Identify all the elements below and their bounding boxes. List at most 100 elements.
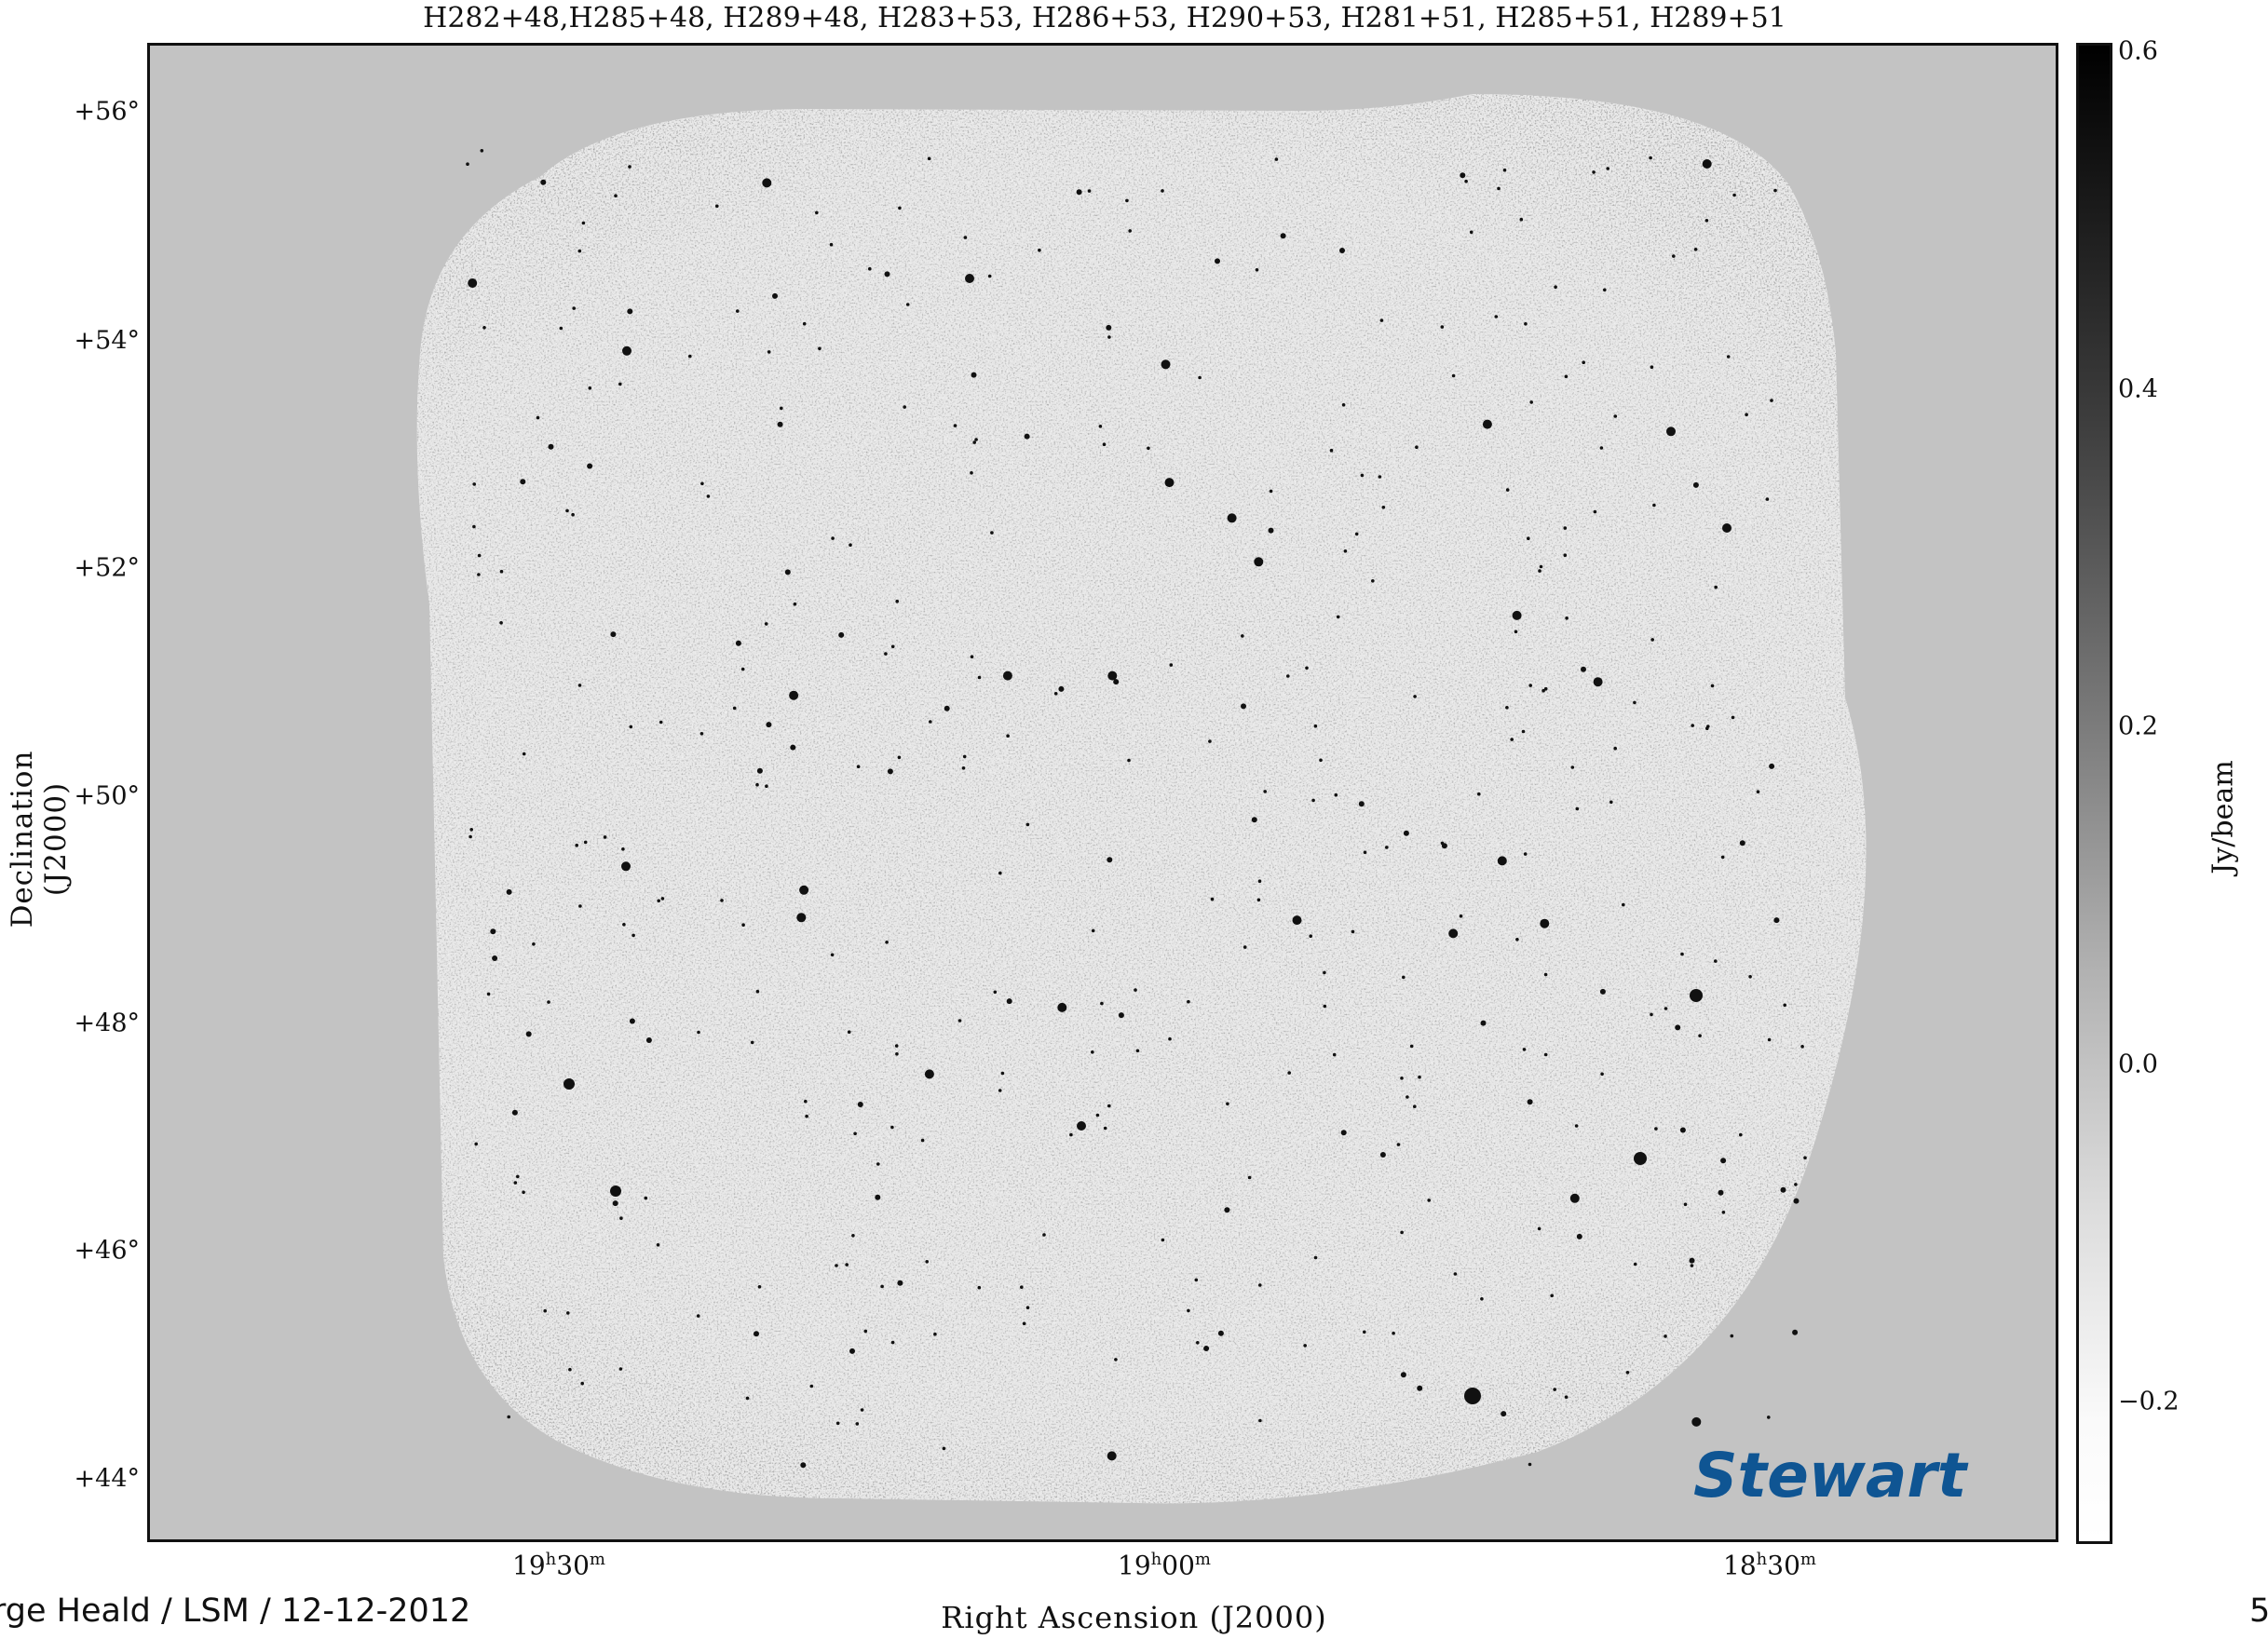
radio-source (1198, 375, 1202, 380)
radio-source (924, 1069, 934, 1079)
radio-source (1226, 1102, 1229, 1106)
radio-source (1413, 1104, 1417, 1108)
radio-source (1497, 186, 1501, 191)
radio-source (1739, 1132, 1743, 1137)
radio-source (1371, 579, 1375, 583)
radio-source (750, 1040, 754, 1045)
radio-source (1528, 684, 1532, 687)
radio-source (559, 326, 564, 331)
radio-source (1683, 1202, 1688, 1207)
radio-source (482, 326, 486, 330)
radio-source (1666, 427, 1676, 437)
radio-source (1280, 233, 1286, 239)
radio-source (540, 179, 547, 185)
radio-source (696, 1314, 700, 1318)
radio-source (953, 424, 957, 427)
radio-source (1563, 526, 1568, 530)
radio-source (1554, 285, 1557, 290)
radio-source (1767, 1416, 1771, 1419)
radio-source (1254, 557, 1264, 567)
radio-source (571, 512, 575, 517)
dec-tick: +54° (74, 326, 140, 356)
radio-source (1460, 172, 1466, 179)
radio-source (492, 955, 498, 961)
radio-source (1128, 229, 1132, 233)
radio-source (1215, 258, 1220, 264)
bright-radio-source (1077, 1121, 1086, 1131)
radio-source (1147, 446, 1150, 451)
radio-source (890, 644, 895, 649)
radio-source (838, 631, 845, 638)
radio-source (898, 206, 902, 210)
radio-source (1161, 359, 1171, 370)
radio-source (957, 1019, 962, 1023)
radio-source (849, 543, 852, 547)
radio-source (1351, 929, 1355, 934)
radio-source (1603, 288, 1607, 292)
radio-source (804, 1099, 808, 1104)
radio-source (480, 149, 484, 153)
radio-source (1319, 758, 1323, 763)
radio-source (1606, 167, 1609, 170)
radio-source (1309, 934, 1312, 938)
radio-source (856, 765, 861, 768)
radio-source (1396, 1143, 1401, 1146)
radio-source (1528, 1462, 1532, 1467)
radio-source (516, 1174, 520, 1179)
radio-source (1654, 1127, 1658, 1131)
radio-source (1770, 399, 1773, 402)
radio-source (1541, 688, 1545, 693)
colorbar (2076, 43, 2112, 1544)
radio-source (849, 1348, 855, 1354)
radio-source (920, 1138, 925, 1143)
radio-source (1570, 765, 1575, 769)
radio-source (942, 1446, 946, 1451)
radio-source (612, 1200, 618, 1207)
radio-source (1524, 322, 1528, 326)
radio-source (1592, 170, 1596, 174)
radio-source (1415, 445, 1419, 450)
radio-source (1006, 998, 1012, 1005)
radio-source (1732, 193, 1736, 197)
radio-source (1792, 1329, 1799, 1335)
radio-source (972, 440, 976, 444)
radio-source (1323, 970, 1326, 975)
radio-source (830, 953, 835, 957)
radio-source (963, 236, 968, 239)
radio-source (1565, 616, 1569, 620)
radio-source (1263, 790, 1267, 793)
radio-source (987, 274, 992, 278)
radio-source (477, 553, 482, 558)
radio-source (876, 1162, 880, 1166)
radio-source (1512, 610, 1522, 620)
radio-source (1091, 1050, 1094, 1054)
radio-source (1543, 1052, 1548, 1057)
radio-source (1100, 1001, 1104, 1006)
radio-source (1107, 335, 1111, 339)
radio-source (513, 1181, 518, 1185)
plot-title: H282+48,H285+48, H289+48, H283+53, H286+… (423, 2, 1786, 34)
radio-source (1363, 1330, 1366, 1334)
radio-source (472, 524, 476, 529)
colorbar-tick: 0.6 (2118, 36, 2158, 66)
radio-source (644, 1196, 648, 1200)
radio-source (1773, 188, 1777, 193)
radio-source (977, 675, 982, 680)
radio-source (1042, 1233, 1046, 1237)
radio-source (618, 1367, 623, 1371)
radio-source (1135, 1049, 1140, 1053)
author-watermark: Stewart (1693, 1440, 1967, 1511)
radio-source (1076, 189, 1082, 196)
radio-source (1576, 1233, 1582, 1239)
radio-source (1702, 159, 1712, 169)
radio-source (1187, 1308, 1190, 1313)
radio-source (1564, 1395, 1569, 1399)
radio-source (1241, 703, 1246, 710)
radio-source (829, 242, 834, 247)
radio-source (1794, 1183, 1798, 1186)
radio-source (715, 204, 719, 209)
dec-tick: +44° (74, 1464, 140, 1494)
radio-source (1000, 1071, 1005, 1076)
radio-source (1550, 1294, 1554, 1298)
radio-source (1501, 1411, 1507, 1417)
